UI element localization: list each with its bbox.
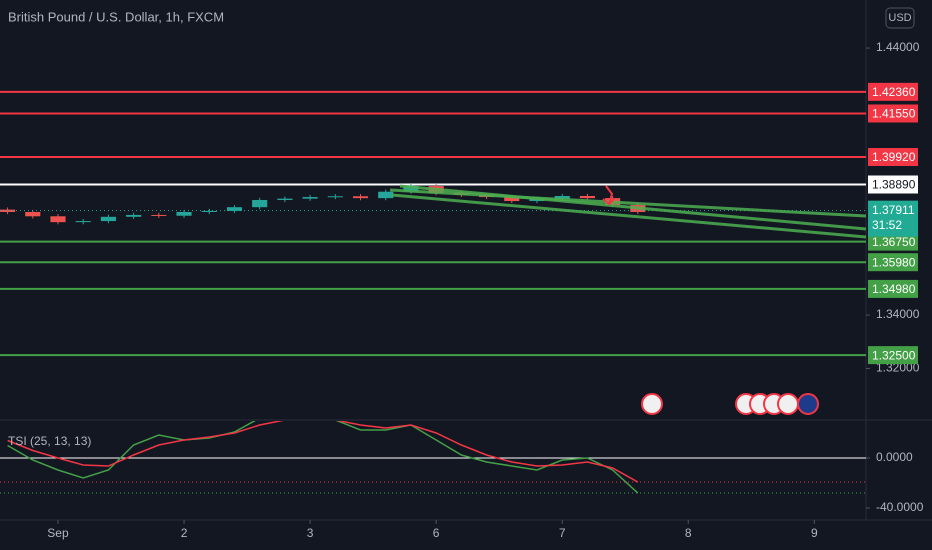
x-tick-label: 3 xyxy=(307,526,314,540)
x-tick-label: 6 xyxy=(433,526,440,540)
candle-body xyxy=(201,210,217,213)
level-label: 1.34980 xyxy=(872,282,916,296)
candle-body xyxy=(75,221,91,223)
current-price-badge xyxy=(868,200,918,237)
candle-body xyxy=(126,214,142,217)
event-icons[interactable] xyxy=(641,393,819,415)
level-badge xyxy=(868,279,918,298)
currency-label[interactable]: USD xyxy=(888,12,911,24)
level-badge xyxy=(868,232,918,251)
candle-body xyxy=(352,196,369,199)
currency-button[interactable] xyxy=(885,7,915,29)
candle-body xyxy=(327,196,343,198)
level-label: 1.32500 xyxy=(872,348,916,362)
candle-body xyxy=(504,197,520,202)
y-tick-label: 1.44000 xyxy=(876,40,920,54)
indicator-line xyxy=(7,421,639,494)
x-tick-label: 2 xyxy=(181,526,188,540)
trend-line xyxy=(391,193,866,239)
event-icon[interactable] xyxy=(797,393,819,415)
candle-body xyxy=(579,195,595,199)
level-badge xyxy=(868,175,918,194)
candle-body xyxy=(25,212,41,217)
countdown-label: 31:52 xyxy=(872,218,902,232)
level-label: 1.35980 xyxy=(872,255,916,269)
trend-line xyxy=(399,184,866,231)
level-label: 1.42360 xyxy=(872,85,916,99)
candle-body xyxy=(252,199,268,208)
candle-body xyxy=(403,186,419,192)
event-icon[interactable] xyxy=(777,393,799,415)
x-tick-label: Sep xyxy=(47,526,69,540)
candle-body xyxy=(554,195,570,199)
arrow-drawing xyxy=(602,185,615,206)
level-badge xyxy=(868,253,918,272)
y-tick-label: 1.32000 xyxy=(876,361,920,375)
candle-body xyxy=(378,191,394,199)
trend-line xyxy=(389,188,866,218)
level-badge xyxy=(868,147,918,166)
y-tick-label: 1.34000 xyxy=(876,307,920,321)
x-tick-label: 8 xyxy=(685,526,692,540)
level-label: 1.38890 xyxy=(872,178,916,192)
candle-body xyxy=(100,216,116,222)
x-tick-label: 9 xyxy=(811,526,818,540)
x-tick-label: 7 xyxy=(559,526,566,540)
current-price-label: 1.37911 xyxy=(872,203,915,217)
candle-body xyxy=(302,197,318,199)
level-badge xyxy=(868,104,918,123)
trend-channel xyxy=(389,184,866,239)
candle-body xyxy=(226,207,243,211)
level-badge xyxy=(868,82,918,101)
candle-body xyxy=(151,214,167,216)
level-label: 1.39920 xyxy=(872,150,916,164)
event-icon[interactable] xyxy=(641,393,663,415)
candle-body xyxy=(176,212,192,216)
level-label: 1.41550 xyxy=(872,107,916,121)
candle-body xyxy=(277,198,293,200)
level-label: 1.36750 xyxy=(872,235,916,249)
level-badge xyxy=(868,346,918,365)
y2-tick-label: 0.0000 xyxy=(876,450,913,464)
indicator-line xyxy=(7,421,639,483)
indicator-label: TSI (25, 13, 13) xyxy=(8,434,91,448)
candle-body xyxy=(50,216,66,223)
candle-body xyxy=(0,209,16,213)
y2-tick-label: -40.0000 xyxy=(876,500,924,514)
symbol-title: British Pound / U.S. Dollar, 1h, FXCM xyxy=(8,9,224,24)
